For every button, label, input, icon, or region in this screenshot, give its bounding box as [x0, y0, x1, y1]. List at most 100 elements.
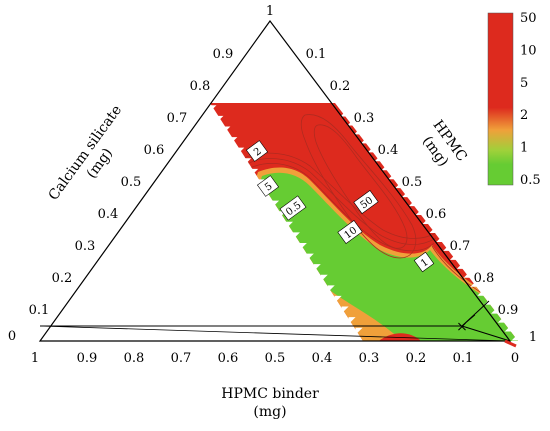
edge-notch [334, 295, 342, 303]
edge-notch [374, 154, 382, 162]
edge-notch [340, 109, 348, 117]
bottom-tick-label: 0.6 [218, 351, 239, 366]
contour-labels: 2 5 0.5 50 10 1 [245, 140, 435, 273]
left-corner-label: 0 [8, 329, 16, 344]
edge-notch [456, 261, 464, 269]
edge-notch [497, 315, 505, 323]
edge-notch [367, 145, 375, 153]
edge-notch [327, 285, 335, 293]
edge-notch [230, 137, 238, 145]
bottom-tick-label: 0.2 [406, 351, 427, 366]
right-tick-label: 0.7 [450, 239, 471, 254]
left-tick-label: 0.8 [190, 79, 211, 94]
edge-notch [341, 306, 349, 314]
colorbar-label: 5 [520, 76, 528, 91]
edge-notch [463, 270, 471, 278]
bottom-tick-label: 0.5 [265, 351, 286, 366]
edge-notch [285, 221, 293, 229]
edge-notch [429, 225, 437, 233]
contour-band-corner [370, 333, 420, 341]
region-edge-right [340, 109, 519, 341]
right-axis-ticks: 0.1 0.2 0.3 0.4 0.5 0.6 0.7 0.8 0.9 [306, 47, 519, 318]
right-tick-label: 0.5 [402, 175, 423, 190]
contour-line-10 [249, 163, 435, 252]
colorbar [487, 12, 514, 186]
contour-label-2: 2 [252, 146, 264, 159]
edge-notch [237, 147, 245, 155]
right-corner-label: 1 [529, 330, 537, 345]
edge-notch [360, 136, 368, 144]
edge-notch [216, 115, 224, 123]
edge-notch [313, 264, 321, 272]
right-axis-title: HPMC (mg) [419, 117, 470, 169]
bottom-axis-title-line1: HPMC binder [221, 386, 319, 402]
edge-notch [244, 158, 252, 166]
edge-notch [299, 242, 307, 250]
bottom-right-end-label: 0 [511, 351, 519, 366]
left-tick-label: 0.9 [213, 47, 234, 62]
contour-line-5 [244, 158, 437, 245]
contour-line-50 [300, 114, 417, 259]
contour-band-low [259, 172, 518, 341]
edge-notch [395, 181, 403, 189]
marker-point: × [456, 319, 468, 335]
colorbar-label: 50 [520, 11, 537, 26]
left-tick-label: 0.2 [52, 271, 73, 286]
edge-notch [320, 274, 328, 282]
edge-notch [422, 217, 430, 225]
edge-notch [402, 190, 410, 198]
edge-notch [484, 297, 492, 305]
top-corner-label: 1 [266, 4, 274, 19]
edge-notch [251, 168, 259, 176]
region-edge-left [209, 105, 363, 335]
edge-notch [470, 279, 478, 287]
bottom-tick-label: 0.8 [124, 351, 145, 366]
marker-corner-red [504, 339, 517, 348]
bottom-axis-title-line2: (mg) [253, 404, 286, 420]
colorbar-labels: 50 10 5 2 1 0.5 [520, 11, 541, 188]
edge-notch [449, 252, 457, 260]
right-tick-label: 0.4 [378, 143, 399, 158]
edge-notch [443, 243, 451, 251]
contour-label-5: 5 [263, 181, 275, 194]
colorbar-label: 2 [520, 108, 528, 123]
edge-notch [209, 105, 217, 113]
edge-notch [272, 200, 280, 208]
right-tick-label: 0.9 [498, 303, 519, 318]
edge-notch [354, 127, 362, 135]
colorbar-label: 10 [520, 43, 537, 58]
edge-notch [381, 163, 389, 171]
bottom-tick-label: 0.9 [77, 351, 98, 366]
edge-notch [477, 288, 485, 296]
left-tick-label: 0.4 [98, 207, 119, 222]
left-axis-ticks: 0.1 0.2 0.3 0.4 0.5 0.6 0.7 0.8 0.9 [29, 47, 234, 318]
edge-notch [511, 333, 519, 341]
edge-notch [504, 324, 512, 332]
colorbar-label: 0.5 [520, 173, 541, 188]
bottom-axis-ticks: 0.9 0.8 0.7 0.6 0.5 0.4 0.3 0.2 0.1 [77, 351, 474, 366]
bottom-tick-label: 0.3 [359, 351, 380, 366]
left-tick-label: 0.3 [75, 239, 96, 254]
edge-notch [388, 172, 396, 180]
marker-lines [39, 300, 511, 342]
left-tick-label: 0.1 [29, 303, 50, 318]
edge-notch [415, 208, 423, 216]
edge-notch [223, 126, 231, 134]
edge-notch [292, 232, 300, 240]
right-tick-label: 0.3 [354, 111, 375, 126]
right-tick-label: 0.6 [426, 207, 447, 222]
right-tick-label: 0.2 [330, 79, 351, 94]
ternary-triangle [38, 19, 512, 342]
colorbar-label: 1 [520, 141, 528, 156]
edge-notch [436, 234, 444, 242]
bottom-tick-label: 0.4 [312, 351, 333, 366]
left-tick-label: 0.6 [144, 143, 165, 158]
edge-notch [306, 253, 314, 261]
edge-notch [491, 306, 499, 314]
contour-label-1: 1 [419, 257, 431, 270]
edge-notch [408, 199, 416, 207]
edge-notch [347, 118, 355, 126]
right-tick-label: 0.1 [306, 47, 327, 62]
left-tick-label: 0.7 [167, 111, 188, 126]
